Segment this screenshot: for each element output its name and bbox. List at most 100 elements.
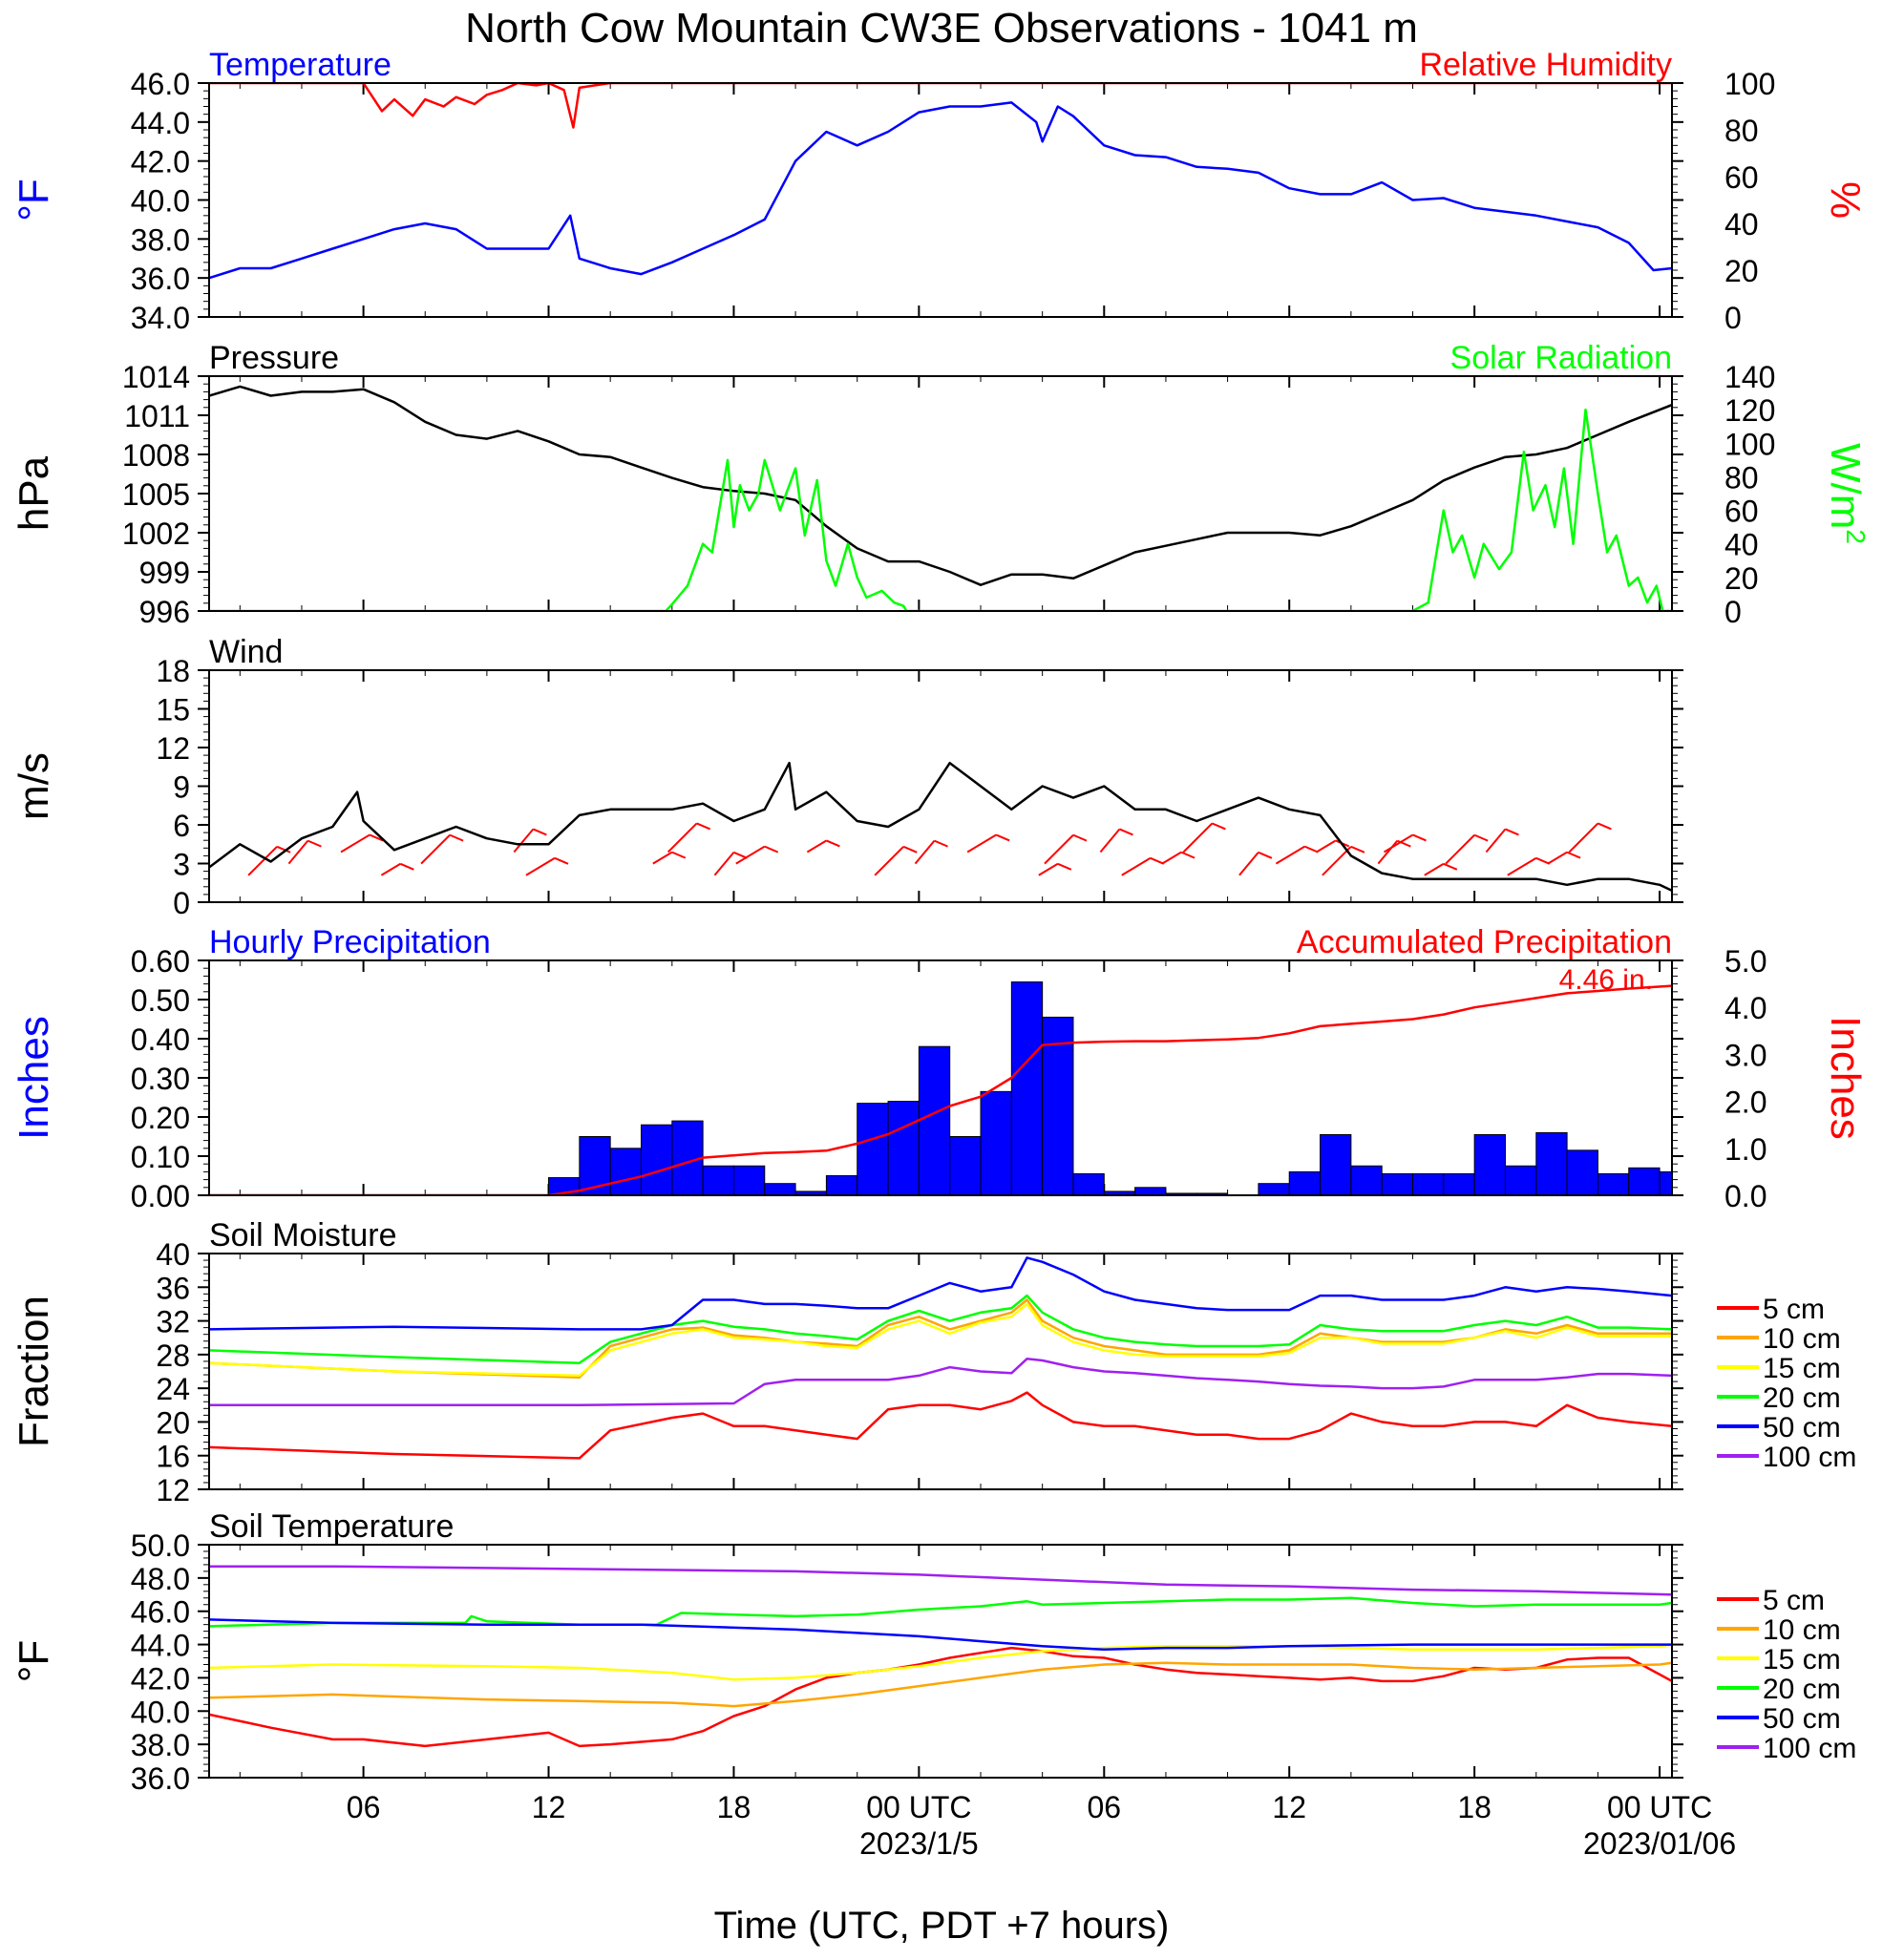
left-units-label: °F	[11, 1640, 57, 1682]
left-tick-label: 42.0	[131, 145, 190, 179]
right-tick-label: 5.0	[1724, 944, 1767, 979]
wind-barb	[1316, 839, 1337, 854]
wind-barb-flag	[1535, 856, 1551, 865]
right-tick-label: 60	[1724, 495, 1759, 529]
series-15-cm	[209, 1643, 1672, 1681]
precip-bar	[1258, 1183, 1290, 1195]
left-tick-label: 16	[156, 1440, 190, 1474]
wind-barb-flag	[1150, 856, 1165, 865]
series-5-cm	[209, 1391, 1672, 1460]
right-tick-label: 100	[1724, 427, 1775, 461]
wind-barb-flag	[1350, 845, 1365, 854]
panel-frame	[208, 82, 1673, 318]
series-solar-radiation	[209, 408, 1672, 611]
left-tick-label: 18	[156, 654, 190, 688]
left-tick-label: 36	[156, 1271, 190, 1305]
left-tick-label: 6	[173, 809, 190, 843]
precip-bar	[732, 1165, 766, 1195]
precip-bar	[1535, 1131, 1568, 1195]
panel-left-title: Hourly Precipitation	[209, 924, 491, 960]
series-50-cm	[209, 1618, 1672, 1652]
panel-left-title: Pressure	[209, 340, 339, 376]
left-tick-label: 36.0	[131, 1761, 190, 1796]
wind-barb	[513, 828, 535, 854]
x-tick-label: 18	[1457, 1790, 1492, 1824]
right-tick-label: 40	[1724, 528, 1759, 562]
plot-area	[209, 385, 1672, 611]
wind-barb	[666, 822, 698, 854]
left-tick-label: 15	[156, 693, 190, 727]
wind-barb-flag	[764, 845, 779, 854]
wind-barb-flag	[934, 839, 948, 848]
left-tick-label: 3	[173, 848, 190, 882]
left-tick-label: 38.0	[131, 222, 190, 257]
plot-area	[209, 1565, 1672, 1748]
right-tick-label: 0.0	[1724, 1179, 1767, 1213]
series-100-cm	[209, 1358, 1672, 1407]
wind-barb-flag	[1180, 851, 1195, 859]
wind-barb-flag	[995, 833, 1010, 842]
panels: 46.044.042.040.038.036.034.0100806040200…	[11, 47, 1871, 1796]
left-tick-label: 1014	[122, 360, 190, 394]
wind-barb-flag	[902, 845, 918, 854]
right-tick-label: 4.0	[1724, 991, 1767, 1025]
legend-label: 10 cm	[1763, 1323, 1841, 1355]
left-tick-label: 48.0	[131, 1562, 190, 1596]
precip-bar	[1320, 1133, 1352, 1195]
left-tick-label: 44.0	[131, 1629, 190, 1663]
precip-bar	[918, 1045, 951, 1195]
left-tick-label: 38.0	[131, 1728, 190, 1762]
right-units-label: Inches	[1822, 1016, 1869, 1140]
wind-barb-flag	[1258, 851, 1273, 859]
legend-label: 5 cm	[1763, 1294, 1825, 1325]
plot-area	[209, 1256, 1672, 1460]
wind-barb	[1038, 862, 1059, 876]
panel-frame	[208, 1544, 1673, 1779]
x-tick-date-label: 2023/01/06	[1583, 1826, 1736, 1861]
left-units-label: Inches	[11, 1016, 57, 1140]
wind-barb-flag	[1597, 822, 1612, 831]
left-tick-label: 1011	[124, 399, 190, 433]
legend-label: 50 cm	[1763, 1703, 1841, 1735]
left-tick-label: 50.0	[131, 1528, 190, 1563]
left-tick-label: 999	[139, 556, 190, 590]
precip-bar	[1010, 981, 1044, 1195]
wind-barb-flag	[554, 856, 569, 865]
precip-bar	[1350, 1165, 1383, 1195]
right-tick-label: 80	[1724, 460, 1759, 495]
panel-frame	[208, 959, 1673, 1196]
wind-barb	[1377, 839, 1399, 865]
wind-barb	[287, 839, 309, 865]
left-tick-label: 0.50	[131, 983, 190, 1018]
precip-bar	[640, 1124, 673, 1195]
panel-left-title: Temperature	[209, 47, 391, 83]
wind-barb	[1099, 828, 1121, 854]
right-units-label: %	[1822, 181, 1869, 219]
right-tick-label: 0	[1724, 301, 1742, 335]
wind-barb-flag	[532, 828, 547, 836]
left-units-label: Fraction	[11, 1296, 57, 1447]
precip-bar	[1566, 1149, 1598, 1195]
wind-barb	[1568, 822, 1599, 854]
panel-frame	[208, 375, 1673, 612]
wind-barb	[1547, 851, 1568, 865]
wind-barb	[1507, 856, 1537, 876]
precip-bar	[1473, 1133, 1506, 1195]
left-tick-label: 0.60	[131, 944, 190, 979]
wind-barb	[247, 846, 278, 876]
plot-area	[209, 761, 1672, 893]
wind-barb-flag	[826, 839, 840, 848]
series-relative-humidity	[209, 83, 1672, 129]
precip-bar	[1412, 1172, 1445, 1195]
legend-label: 15 cm	[1763, 1644, 1841, 1675]
wind-barb-flag	[1443, 862, 1458, 871]
wind-barb-flag	[369, 833, 384, 842]
left-tick-label: 0.00	[131, 1179, 190, 1213]
wind-barb	[874, 846, 904, 876]
wind-barb	[420, 833, 451, 865]
wind-barb	[806, 839, 827, 854]
left-tick-label: 12	[156, 1473, 190, 1507]
series-pressure	[209, 385, 1672, 586]
right-units-superscript: 2	[1841, 529, 1871, 544]
